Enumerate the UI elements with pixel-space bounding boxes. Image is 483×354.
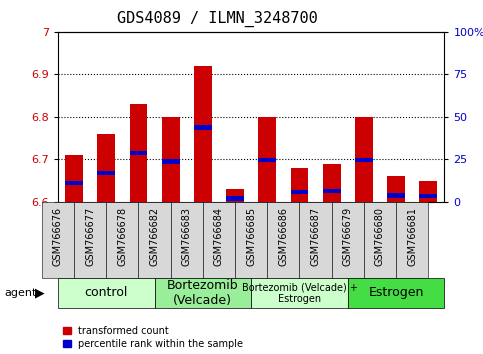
Text: GSM766685: GSM766685 [246,206,256,266]
Bar [162,159,180,164]
Bar [291,168,308,202]
Text: ▶: ▶ [35,286,44,299]
Bar [419,194,437,198]
Text: GSM766681: GSM766681 [407,206,417,266]
Text: GSM766676: GSM766676 [53,206,63,266]
Text: agent: agent [5,288,37,298]
Bar [355,117,373,202]
Text: GSM766684: GSM766684 [214,206,224,266]
Legend: transformed count, percentile rank within the sample: transformed count, percentile rank withi… [63,326,243,349]
Text: Bortezomib
(Velcade): Bortezomib (Velcade) [167,279,239,307]
Bar [226,189,244,202]
Bar [387,193,405,198]
Text: Estrogen: Estrogen [369,286,424,299]
Bar [323,164,341,202]
Text: GSM766678: GSM766678 [117,206,128,266]
Text: Bortezomib (Velcade) +
Estrogen: Bortezomib (Velcade) + Estrogen [242,282,357,304]
Bar [162,117,180,202]
Bar [226,196,244,200]
Bar [419,181,437,202]
Bar [291,190,308,194]
Bar [98,171,115,175]
Bar [387,176,405,202]
Text: GSM766680: GSM766680 [375,206,385,266]
Text: GSM766686: GSM766686 [278,206,288,266]
Bar [323,189,341,193]
Bar [355,158,373,162]
Bar [258,158,276,162]
Bar [129,151,147,155]
Text: GSM766682: GSM766682 [150,206,159,266]
Bar [65,181,83,185]
Text: GSM766679: GSM766679 [343,206,353,266]
Bar [258,117,276,202]
Text: GSM766677: GSM766677 [85,206,95,266]
Bar [194,66,212,202]
Text: GSM766687: GSM766687 [311,206,321,266]
Bar [194,125,212,130]
Bar [129,104,147,202]
Text: control: control [85,286,128,299]
Text: GSM766683: GSM766683 [182,206,192,266]
Bar [98,134,115,202]
Bar [65,155,83,202]
Text: GDS4089 / ILMN_3248700: GDS4089 / ILMN_3248700 [117,11,318,27]
